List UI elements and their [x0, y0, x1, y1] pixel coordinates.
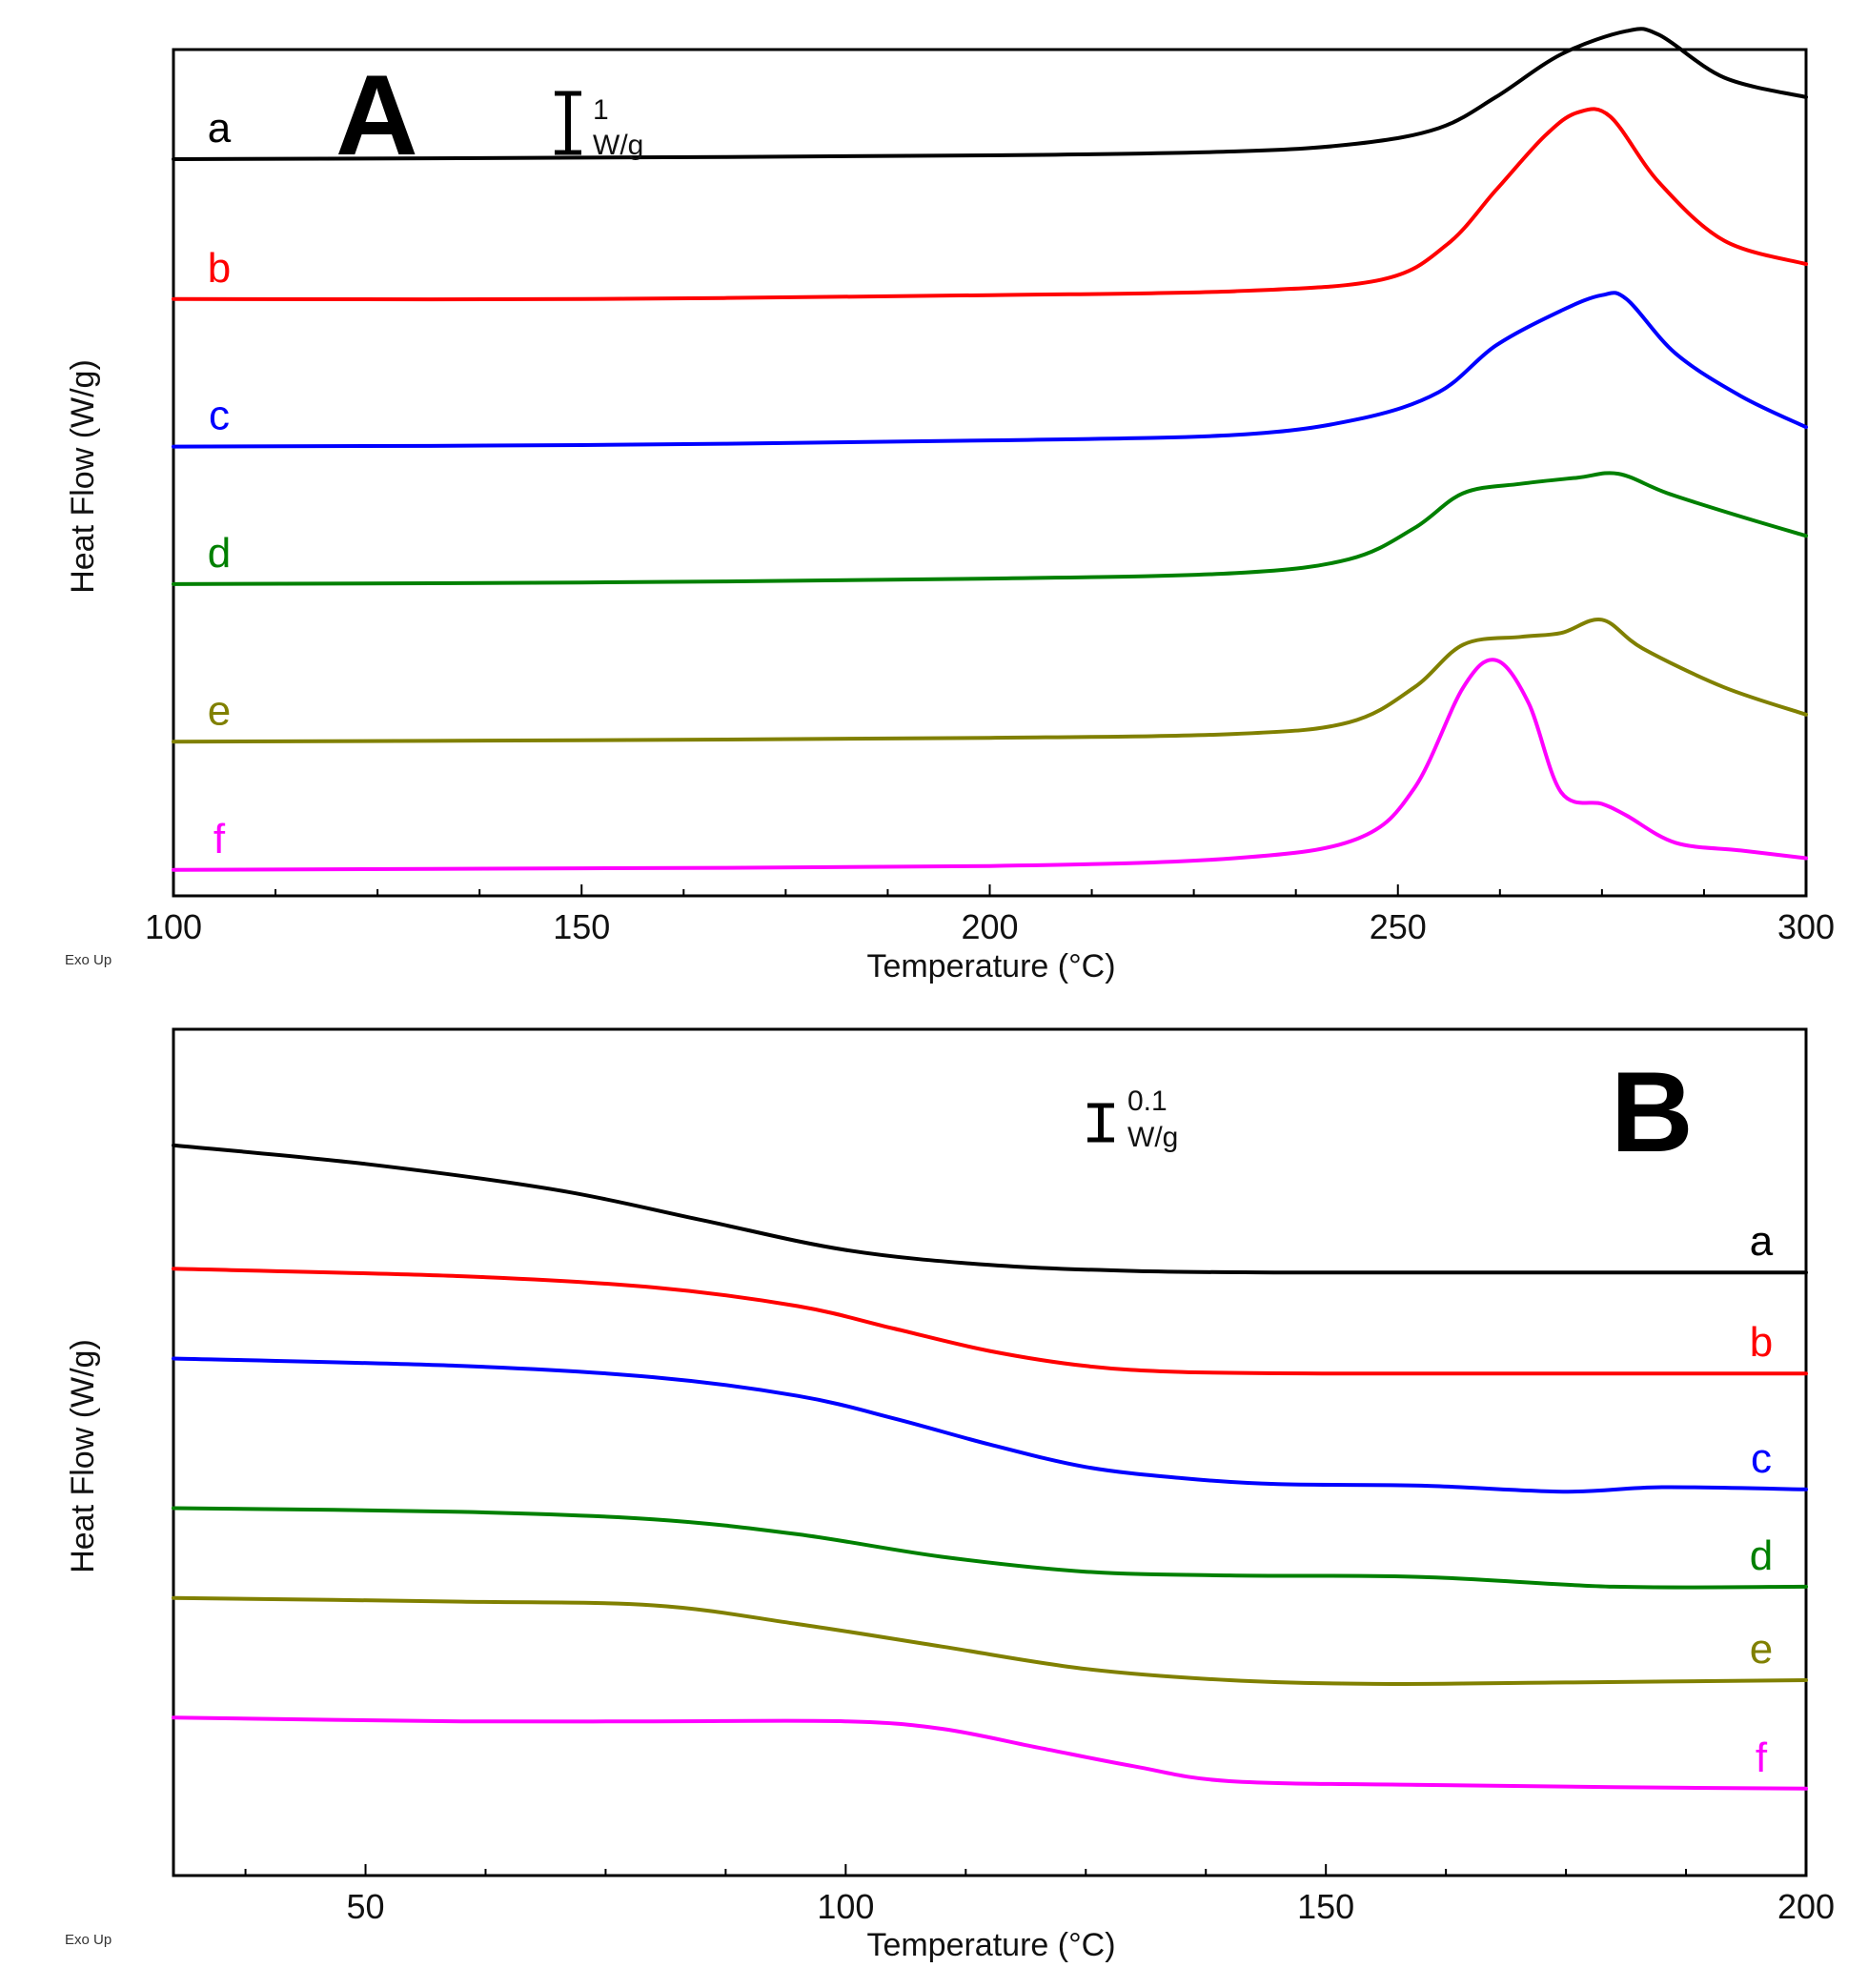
series-line-c — [172, 291, 1808, 449]
x-tick-label: 300 — [1777, 907, 1835, 946]
panel-a: 100 150 200 250 300 a b c d e f A 1 W/g Temperatu… — [65, 27, 1835, 984]
curve-label-b: b — [1750, 1319, 1773, 1366]
curve-label-d: d — [208, 530, 231, 577]
x-tick-label: 200 — [961, 907, 1018, 946]
curve-labels-b: a b c de f — [1750, 1218, 1774, 1781]
y-axis-title-b: Heat Flow (W/g) — [65, 1339, 101, 1573]
x-tick-label: 150 — [1297, 1887, 1354, 1926]
x-ticks-a: 100 150 200 250 300 — [145, 884, 1835, 946]
x-tick-label: 50 — [347, 1887, 385, 1926]
series-line-a — [172, 1143, 1808, 1275]
curves-b — [172, 1143, 1808, 1791]
scale-bar-b: 0.1 W/g — [1087, 1085, 1178, 1153]
panel-letter-b: B — [1611, 1048, 1694, 1176]
x-axis-title-b: Temperature (°C) — [866, 1927, 1115, 1963]
curve-label-b: b — [208, 245, 231, 292]
curve-labels-a: a b c d e f — [208, 105, 232, 862]
scale-bar-value: 1 — [593, 94, 609, 126]
series-line-f — [172, 658, 1808, 872]
curve-label-f: f — [1756, 1734, 1768, 1781]
x-tick-label: 250 — [1370, 907, 1427, 946]
curve-label-e: e — [1750, 1626, 1773, 1673]
panel-letter-a: A — [335, 51, 418, 179]
exo-up-note-a: Exo Up — [65, 952, 112, 968]
series-line-d — [172, 471, 1808, 586]
curve-label-a: a — [1750, 1218, 1774, 1265]
series-line-a — [172, 27, 1808, 161]
scale-bar-unit: W/g — [593, 130, 643, 161]
x-tick-label: 100 — [817, 1887, 874, 1926]
curve-label-e: e — [208, 687, 231, 734]
curve-label-a: a — [208, 105, 232, 152]
series-line-d — [172, 1506, 1808, 1590]
series-line-f — [172, 1715, 1808, 1791]
series-line-b — [172, 107, 1808, 302]
plot-frame-b — [172, 1027, 1808, 1877]
curves-a — [172, 27, 1808, 872]
scale-bar-a: 1 W/g — [555, 91, 643, 161]
series-line-e — [172, 618, 1808, 744]
panel-b: 50 100 150 200 a b c de f B 0.1 W/g Temperature… — [65, 1027, 1835, 1963]
series-line-c — [172, 1356, 1808, 1494]
series-line-e — [172, 1595, 1808, 1686]
plot-frame-a — [172, 48, 1808, 898]
y-axis-title-a: Heat Flow (W/g) — [65, 359, 101, 594]
scale-bar-unit: W/g — [1127, 1122, 1178, 1153]
x-tick-label: 200 — [1777, 1887, 1835, 1926]
x-tick-label: 100 — [145, 907, 202, 946]
curve-label-f: f — [213, 816, 226, 862]
curve-label-c: c — [1751, 1435, 1772, 1482]
series-line-b — [172, 1267, 1808, 1376]
scale-bar-value: 0.1 — [1127, 1085, 1168, 1117]
curve-label-d: d — [1750, 1532, 1773, 1579]
exo-up-note-b: Exo Up — [65, 1932, 112, 1948]
x-tick-label: 150 — [553, 907, 610, 946]
x-ticks-b: 50 100 150 200 — [244, 1864, 1835, 1926]
curve-label-c: c — [209, 393, 230, 439]
x-axis-title-a: Temperature (°C) — [866, 948, 1115, 984]
